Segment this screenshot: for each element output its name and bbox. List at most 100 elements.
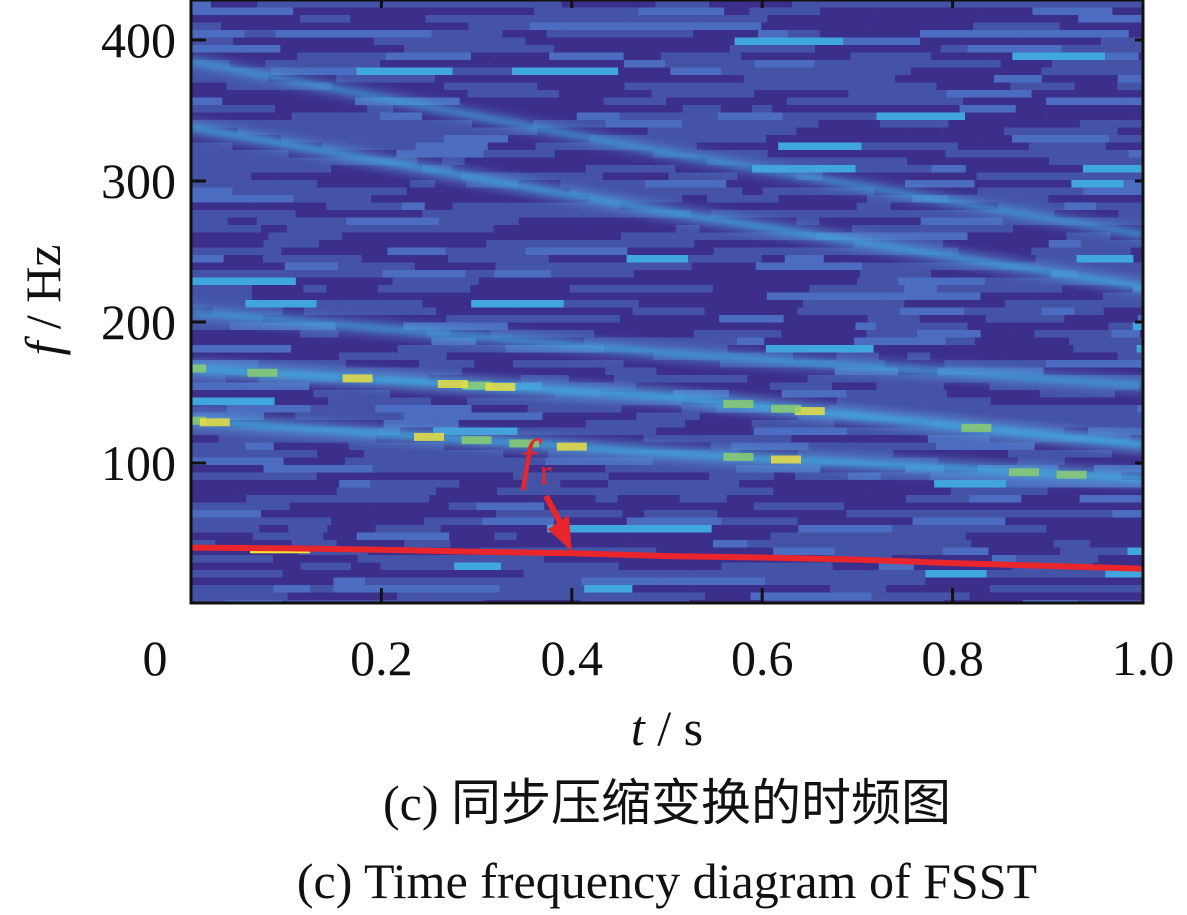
noise-cell bbox=[191, 22, 221, 31]
noise-cell bbox=[286, 225, 350, 233]
noise-cell bbox=[356, 532, 450, 541]
noise-cell bbox=[873, 0, 977, 8]
noise-cell bbox=[341, 232, 446, 241]
ridge-1-hotspot bbox=[461, 436, 492, 445]
noise-cell bbox=[720, 105, 753, 113]
noise-cell bbox=[624, 82, 675, 91]
noise-cell bbox=[843, 502, 874, 511]
noise-cell bbox=[1121, 97, 1143, 106]
noise-cell bbox=[342, 0, 393, 8]
noise-cell bbox=[1034, 82, 1075, 91]
ridge-1-hotspot bbox=[414, 432, 444, 441]
noise-cell bbox=[1137, 405, 1143, 413]
noise-cell bbox=[545, 457, 654, 466]
noise-cell bbox=[1041, 67, 1143, 76]
noise-cell bbox=[949, 540, 972, 548]
noise-cell bbox=[446, 352, 485, 361]
noise-cell bbox=[991, 555, 1017, 563]
noise-cell bbox=[854, 517, 913, 526]
noise-cell bbox=[392, 0, 481, 8]
noise-cell bbox=[1106, 262, 1143, 271]
noise-cell bbox=[261, 510, 303, 518]
noise-cell bbox=[396, 592, 431, 601]
noise-cell bbox=[245, 442, 274, 451]
noise-cell bbox=[287, 120, 381, 128]
noise-cell bbox=[696, 142, 779, 151]
noise-cell bbox=[770, 532, 847, 541]
noise-cell bbox=[435, 465, 525, 473]
noise-cell bbox=[797, 307, 900, 316]
noise-cell bbox=[1004, 150, 1070, 158]
noise-cell bbox=[846, 390, 947, 398]
noise-cell bbox=[1079, 495, 1143, 503]
noise-cell bbox=[587, 547, 657, 556]
noise-cell bbox=[1046, 525, 1088, 533]
noise-cell bbox=[870, 150, 919, 158]
noise-cell bbox=[471, 52, 495, 61]
noise-cell bbox=[846, 510, 928, 518]
noise-cell bbox=[440, 457, 546, 466]
noise-cell bbox=[350, 15, 426, 23]
noise-cell bbox=[912, 517, 1006, 526]
noise-cell bbox=[773, 547, 836, 556]
noise-cell bbox=[595, 262, 616, 271]
noise-cell bbox=[191, 15, 248, 23]
arrow-head bbox=[547, 515, 572, 552]
noise-cell bbox=[920, 217, 1003, 226]
noise-cell bbox=[422, 352, 447, 361]
noise-cell bbox=[300, 562, 331, 571]
noise-cell bbox=[568, 375, 614, 383]
noise-cell bbox=[892, 525, 927, 533]
noise-cell bbox=[554, 150, 593, 158]
noise-cell bbox=[1032, 7, 1113, 16]
noise-cell bbox=[967, 322, 1071, 331]
noise-cell bbox=[349, 225, 416, 233]
x-tick-labels: 0 0.2 0.4 0.6 0.8 1.0 bbox=[143, 630, 1175, 686]
noise-cell bbox=[367, 105, 394, 113]
noise-cell bbox=[191, 555, 273, 563]
noise-cell bbox=[651, 90, 755, 98]
noise-cell bbox=[1103, 307, 1143, 316]
noise-cell bbox=[1069, 337, 1119, 346]
noise-cell bbox=[285, 390, 314, 398]
noise-cell bbox=[698, 487, 774, 496]
noise-cell bbox=[1103, 292, 1143, 301]
noise-cell bbox=[955, 15, 1029, 23]
noise-cell bbox=[876, 382, 944, 391]
noise-cell bbox=[529, 22, 562, 31]
noise-cell bbox=[191, 142, 233, 151]
noise-cell bbox=[783, 157, 806, 166]
noise-cell bbox=[346, 217, 439, 226]
noise-cell bbox=[191, 217, 228, 226]
noise-cell bbox=[524, 465, 606, 473]
noise-cell bbox=[925, 570, 987, 578]
noise-cell bbox=[191, 90, 285, 98]
noise-cell bbox=[191, 120, 288, 128]
noise-cell bbox=[1139, 330, 1143, 338]
noise-cell bbox=[979, 7, 1033, 16]
noise-cell bbox=[632, 307, 705, 316]
noise-cell bbox=[479, 195, 535, 203]
noise-cell bbox=[1012, 52, 1106, 61]
noise-cell bbox=[838, 577, 926, 586]
noise-cell bbox=[1119, 300, 1143, 308]
noise-cell bbox=[900, 217, 921, 226]
x-tick-label: 0 bbox=[143, 630, 168, 686]
noise-cell bbox=[697, 127, 797, 136]
noise-cell bbox=[905, 180, 975, 188]
noise-cell bbox=[813, 577, 838, 586]
noise-cell bbox=[945, 337, 976, 346]
noise-cell bbox=[482, 517, 555, 526]
noise-cell bbox=[753, 427, 848, 436]
noise-cell bbox=[345, 360, 381, 368]
noise-cell bbox=[659, 187, 743, 196]
noise-cell bbox=[848, 472, 881, 481]
y-tick-labels: 100 200 300 400 bbox=[101, 12, 176, 491]
noise-cell bbox=[693, 330, 782, 338]
noise-cell bbox=[441, 7, 476, 16]
noise-cell bbox=[778, 142, 862, 151]
noise-cell bbox=[263, 240, 319, 248]
noise-cell bbox=[798, 525, 893, 533]
noise-cell bbox=[1004, 510, 1039, 518]
noise-cell bbox=[724, 322, 772, 331]
